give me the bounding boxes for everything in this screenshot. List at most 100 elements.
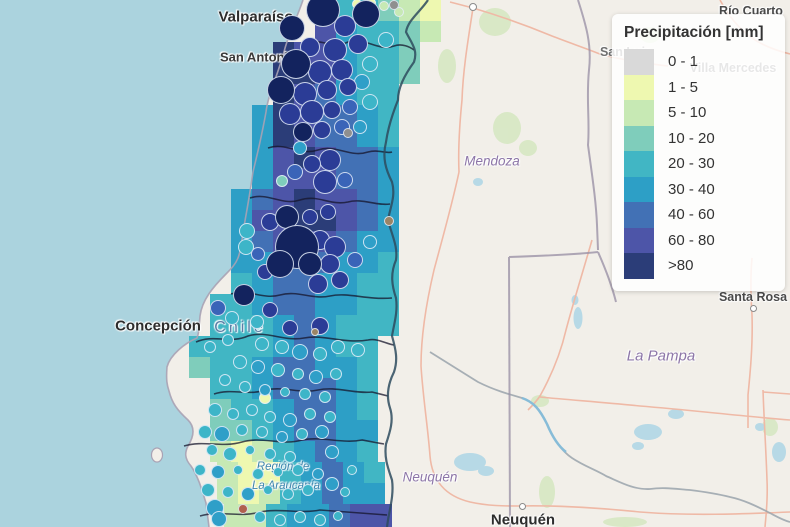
station-marker[interactable] bbox=[317, 80, 337, 100]
station-marker[interactable] bbox=[245, 445, 255, 455]
station-marker[interactable] bbox=[362, 56, 378, 72]
station-marker[interactable] bbox=[251, 360, 265, 374]
station-marker[interactable] bbox=[233, 465, 243, 475]
station-marker[interactable] bbox=[251, 247, 265, 261]
station-marker[interactable] bbox=[225, 311, 239, 325]
station-marker[interactable] bbox=[293, 122, 313, 142]
station-marker[interactable] bbox=[331, 340, 345, 354]
station-marker[interactable] bbox=[219, 374, 231, 386]
station-marker[interactable] bbox=[384, 216, 394, 226]
station-marker[interactable] bbox=[352, 0, 380, 28]
station-marker[interactable] bbox=[293, 141, 307, 155]
station-marker[interactable] bbox=[252, 468, 264, 480]
station-marker[interactable] bbox=[379, 1, 389, 11]
station-marker[interactable] bbox=[325, 445, 339, 459]
station-marker[interactable] bbox=[331, 271, 349, 289]
station-marker[interactable] bbox=[201, 483, 215, 497]
station-marker[interactable] bbox=[204, 341, 216, 353]
station-marker[interactable] bbox=[273, 467, 283, 477]
station-marker[interactable] bbox=[296, 428, 308, 440]
station-marker[interactable] bbox=[211, 511, 227, 527]
station-marker[interactable] bbox=[211, 465, 225, 479]
station-marker[interactable] bbox=[325, 477, 339, 491]
station-marker[interactable] bbox=[304, 408, 316, 420]
station-marker[interactable] bbox=[363, 235, 377, 249]
station-marker[interactable] bbox=[309, 370, 323, 384]
station-marker[interactable] bbox=[353, 120, 367, 134]
station-marker[interactable] bbox=[323, 101, 341, 119]
station-marker[interactable] bbox=[263, 485, 273, 495]
station-marker[interactable] bbox=[313, 121, 331, 139]
station-marker[interactable] bbox=[198, 425, 212, 439]
station-marker[interactable] bbox=[266, 250, 294, 278]
station-marker[interactable] bbox=[298, 252, 322, 276]
station-marker[interactable] bbox=[259, 384, 271, 396]
station-marker[interactable] bbox=[271, 363, 285, 377]
station-marker[interactable] bbox=[227, 408, 239, 420]
station-marker[interactable] bbox=[302, 484, 314, 496]
station-marker[interactable] bbox=[292, 344, 308, 360]
station-marker[interactable] bbox=[267, 76, 295, 104]
station-marker[interactable] bbox=[330, 368, 342, 380]
station-marker[interactable] bbox=[303, 155, 321, 173]
station-marker[interactable] bbox=[214, 426, 230, 442]
station-marker[interactable] bbox=[292, 464, 304, 476]
station-marker[interactable] bbox=[239, 223, 255, 239]
station-marker[interactable] bbox=[287, 164, 303, 180]
station-marker[interactable] bbox=[282, 320, 298, 336]
station-marker[interactable] bbox=[333, 511, 343, 521]
station-marker[interactable] bbox=[389, 0, 399, 10]
station-marker[interactable] bbox=[276, 175, 288, 187]
station-marker[interactable] bbox=[206, 444, 218, 456]
station-marker[interactable] bbox=[281, 49, 311, 79]
station-marker[interactable] bbox=[337, 172, 353, 188]
station-marker[interactable] bbox=[308, 274, 328, 294]
station-marker[interactable] bbox=[236, 424, 248, 436]
station-marker[interactable] bbox=[320, 204, 336, 220]
station-marker[interactable] bbox=[280, 387, 290, 397]
station-marker[interactable] bbox=[292, 368, 304, 380]
station-marker[interactable] bbox=[233, 355, 247, 369]
station-marker[interactable] bbox=[233, 284, 255, 306]
station-marker[interactable] bbox=[284, 451, 296, 463]
station-marker[interactable] bbox=[222, 486, 234, 498]
station-marker[interactable] bbox=[238, 504, 248, 514]
station-marker[interactable] bbox=[262, 302, 278, 318]
station-marker[interactable] bbox=[241, 487, 255, 501]
station-marker[interactable] bbox=[324, 411, 336, 423]
station-marker[interactable] bbox=[275, 340, 289, 354]
station-marker[interactable] bbox=[315, 425, 329, 439]
station-marker[interactable] bbox=[255, 337, 269, 351]
station-marker[interactable] bbox=[343, 128, 353, 138]
station-marker[interactable] bbox=[239, 381, 251, 393]
station-marker[interactable] bbox=[279, 103, 301, 125]
station-marker[interactable] bbox=[362, 94, 378, 110]
station-marker[interactable] bbox=[194, 464, 206, 476]
station-marker[interactable] bbox=[299, 388, 311, 400]
station-marker[interactable] bbox=[313, 170, 337, 194]
station-marker[interactable] bbox=[342, 99, 358, 115]
station-marker[interactable] bbox=[264, 448, 276, 460]
station-marker[interactable] bbox=[302, 209, 318, 225]
station-marker[interactable] bbox=[254, 511, 266, 523]
station-marker[interactable] bbox=[323, 38, 347, 62]
station-marker[interactable] bbox=[306, 0, 340, 27]
station-marker[interactable] bbox=[283, 413, 297, 427]
station-marker[interactable] bbox=[319, 391, 331, 403]
station-marker[interactable] bbox=[394, 7, 404, 17]
station-marker[interactable] bbox=[222, 334, 234, 346]
station-marker[interactable] bbox=[340, 487, 350, 497]
station-marker[interactable] bbox=[294, 511, 306, 523]
station-marker[interactable] bbox=[210, 300, 226, 316]
station-marker[interactable] bbox=[223, 447, 237, 461]
station-marker[interactable] bbox=[246, 404, 258, 416]
station-marker[interactable] bbox=[378, 32, 394, 48]
station-marker[interactable] bbox=[279, 15, 305, 41]
station-marker[interactable] bbox=[276, 431, 288, 443]
station-marker[interactable] bbox=[351, 343, 365, 357]
station-marker[interactable] bbox=[208, 403, 222, 417]
station-marker[interactable] bbox=[334, 15, 356, 37]
station-marker[interactable] bbox=[347, 465, 357, 475]
station-marker[interactable] bbox=[312, 468, 324, 480]
